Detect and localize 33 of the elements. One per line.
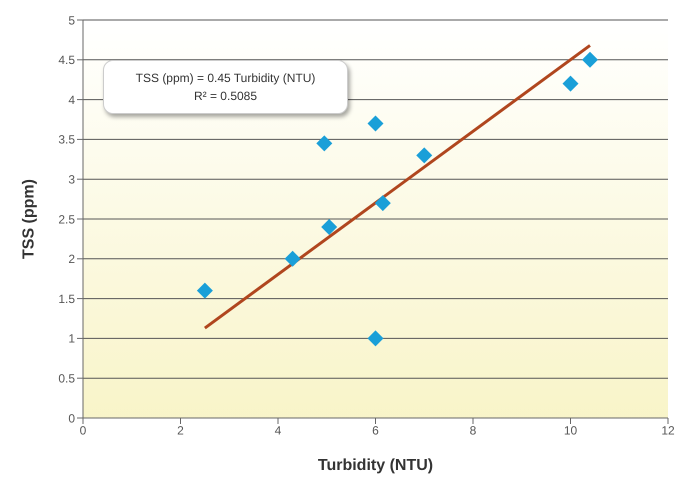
y-tick-label: 1 — [68, 332, 76, 346]
point — [368, 115, 384, 132]
x-tick-label: 0 — [80, 424, 87, 438]
point — [284, 250, 301, 267]
note-box: TSS (ppm) = 0.45 Turbidity (NTU) R² = 0.5085 — [103, 60, 348, 114]
y-tick-label: 4.5 — [58, 53, 76, 68]
annotation: TSS (ppm) = 0.45 Turbidity (NTU) — [134, 70, 316, 87]
point — [368, 330, 384, 346]
y-tick-label: 1.5 — [58, 292, 76, 306]
x-tick-label: 12 — [661, 424, 675, 438]
annotation: R² = 0.5085 — [192, 88, 258, 105]
point — [196, 282, 213, 299]
x-axis-title: Turbidity (NTU) — [318, 457, 434, 474]
point — [316, 135, 332, 152]
point — [321, 218, 338, 235]
x-tick-label: 4 — [274, 424, 282, 438]
y-tick-label: 0 — [68, 411, 76, 426]
point — [374, 195, 391, 212]
y-tick-label: 0.5 — [58, 371, 76, 386]
point — [562, 76, 578, 92]
y-tick-label: 4 — [68, 92, 76, 107]
x-tick-label: 8 — [470, 424, 477, 438]
x-tick-label: 2 — [177, 424, 184, 438]
y-axis-title: TSS (ppm) — [20, 179, 38, 259]
y-tick-label: 5 — [68, 13, 76, 28]
x-tick-label: 10 — [564, 424, 578, 438]
point — [582, 52, 598, 68]
y-tick-label: 3.5 — [58, 132, 76, 147]
y-tick-label: 3 — [68, 172, 76, 186]
x-tick-label: 6 — [372, 424, 380, 438]
y-tick-label: 2 — [68, 252, 76, 266]
y-tick-label: 2.5 — [58, 212, 76, 226]
point — [416, 147, 432, 164]
